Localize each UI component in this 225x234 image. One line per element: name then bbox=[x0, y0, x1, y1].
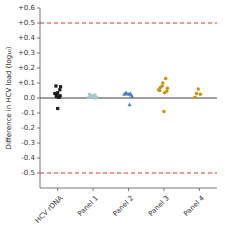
point bbox=[59, 94, 62, 97]
point bbox=[160, 84, 164, 88]
point bbox=[193, 95, 197, 99]
reference-line bbox=[40, 23, 217, 24]
y-tick-label: -0.5 bbox=[21, 169, 35, 177]
point bbox=[54, 84, 57, 87]
y-tick bbox=[37, 158, 40, 159]
x-tick bbox=[199, 188, 200, 191]
y-tick bbox=[37, 53, 40, 54]
y-tick bbox=[37, 113, 40, 114]
y-tick-label: +0.2 bbox=[18, 64, 35, 72]
chart: -0.5 -0.4 -0.3 -0.2 -0.1 0.0 +0.1 +0.2 +0.3 +0.4 +… bbox=[0, 0, 225, 234]
y-tick-label: +0.3 bbox=[18, 49, 35, 57]
plot-area bbox=[40, 23, 217, 173]
y-tick bbox=[37, 143, 40, 144]
x-tick-label: Panel 4 bbox=[182, 194, 206, 218]
y-tick-label: -0.1 bbox=[21, 109, 35, 117]
x-tick-label: HCV rDNA bbox=[34, 194, 65, 225]
point bbox=[157, 88, 161, 92]
point bbox=[199, 92, 203, 96]
y-tick bbox=[37, 68, 40, 69]
point bbox=[162, 110, 166, 114]
x-tick bbox=[163, 188, 164, 191]
y-tick-label: 0.0 bbox=[24, 94, 35, 102]
y-tick bbox=[37, 98, 40, 99]
point bbox=[95, 95, 99, 99]
y-tick bbox=[37, 23, 40, 24]
point bbox=[128, 103, 132, 107]
point bbox=[58, 88, 61, 91]
y-tick bbox=[37, 173, 40, 174]
y-tick bbox=[37, 128, 40, 129]
x-tick-label: Panel 1 bbox=[76, 194, 100, 218]
point bbox=[55, 93, 58, 96]
y-tick-label: -0.2 bbox=[21, 124, 35, 132]
x-tick-label: Panel 3 bbox=[147, 194, 171, 218]
point bbox=[59, 85, 62, 88]
x-tick bbox=[128, 188, 129, 191]
x-tick bbox=[93, 188, 94, 191]
y-tick bbox=[37, 8, 40, 9]
x-tick bbox=[57, 188, 58, 191]
y-tick-label: +0.5 bbox=[18, 19, 35, 27]
point bbox=[56, 107, 59, 110]
y-tick bbox=[37, 83, 40, 84]
y-tick-label: +0.6 bbox=[18, 4, 36, 12]
y-tick-label: +0.1 bbox=[18, 79, 35, 87]
x-tick-label: Panel 2 bbox=[112, 194, 136, 218]
point bbox=[195, 92, 199, 96]
reference-line bbox=[40, 173, 217, 174]
y-tick-label: +0.4 bbox=[18, 34, 36, 42]
y-axis-label: Difference in HCV load (log₁₀) bbox=[5, 46, 13, 149]
point bbox=[128, 91, 132, 95]
point bbox=[163, 91, 167, 95]
y-tick-label: -0.4 bbox=[21, 154, 35, 162]
reference-line bbox=[40, 97, 217, 98]
point bbox=[196, 87, 200, 91]
y-tick bbox=[37, 38, 40, 39]
point bbox=[161, 81, 165, 85]
point bbox=[166, 86, 170, 90]
point bbox=[90, 94, 94, 98]
point bbox=[122, 92, 126, 96]
point bbox=[164, 77, 168, 81]
y-tick-label: -0.3 bbox=[21, 139, 35, 147]
